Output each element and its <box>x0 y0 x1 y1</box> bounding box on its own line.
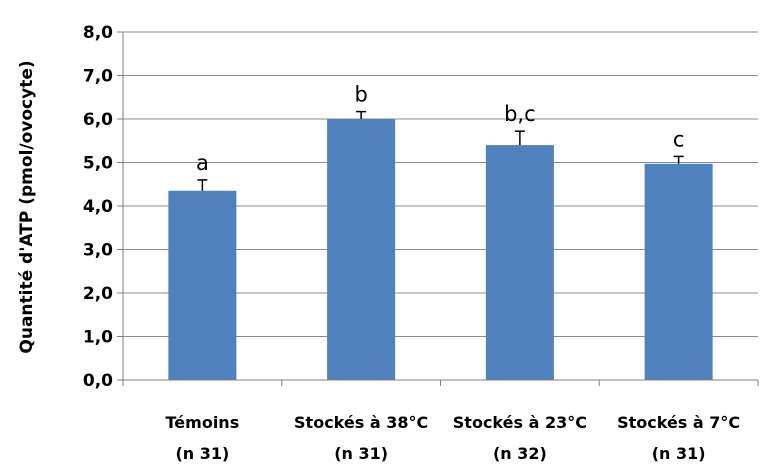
bar <box>327 119 396 380</box>
bar <box>485 145 554 380</box>
x-category-n-label: (n 31) <box>175 444 229 463</box>
significance-label: b <box>354 83 367 107</box>
y-tick-label: 6,0 <box>83 110 113 130</box>
x-category-label: Stockés à 38°C <box>294 413 428 432</box>
significance-label: c <box>673 127 685 151</box>
y-tick-label: 3,0 <box>83 241 113 261</box>
x-category-n-label: (n 32) <box>493 444 547 463</box>
y-axis-title: Quantité d'ATP (pmol/ovocyte) <box>17 60 37 353</box>
axes <box>117 31 759 386</box>
labels: 0,0 1,0 2,0 3,0 4,0 5,0 6,0 7,0 8,0 a Témoins (n 31… <box>83 23 740 463</box>
x-category-n-label: (n 31) <box>652 444 706 463</box>
error-bars <box>197 110 684 191</box>
y-tick-label: 4,0 <box>83 197 113 217</box>
significance-label: a <box>196 151 209 175</box>
y-tick-label: 8,0 <box>83 23 113 43</box>
y-tick-label: 1,0 <box>83 328 113 348</box>
x-category-label: Stockés à 23°C <box>453 413 587 432</box>
bar <box>644 163 713 380</box>
bar <box>168 190 237 380</box>
significance-label: b,c <box>504 102 536 126</box>
x-category-label: Stockés à 7°C <box>617 413 740 432</box>
y-tick-label: 5,0 <box>83 154 113 174</box>
bars <box>168 119 713 380</box>
y-tick-label: 7,0 <box>83 67 113 87</box>
y-tick-label: 2,0 <box>83 284 113 304</box>
x-category-label: Témoins <box>166 413 240 432</box>
x-category-n-label: (n 31) <box>334 444 388 463</box>
y-tick-label: 0,0 <box>83 371 113 391</box>
